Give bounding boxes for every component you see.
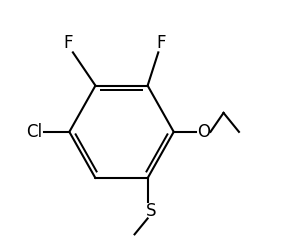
Text: F: F — [63, 34, 73, 52]
Text: F: F — [156, 34, 165, 52]
Text: S: S — [146, 202, 156, 220]
Text: O: O — [197, 123, 210, 141]
Text: Cl: Cl — [26, 123, 42, 141]
